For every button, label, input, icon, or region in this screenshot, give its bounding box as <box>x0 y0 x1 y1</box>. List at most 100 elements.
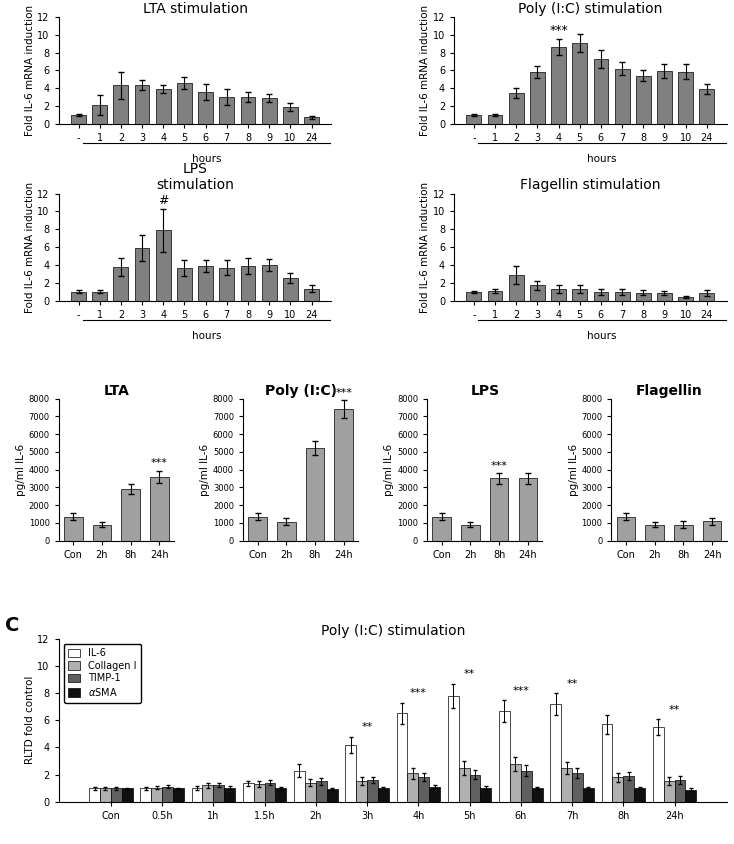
Bar <box>140 788 151 802</box>
Bar <box>429 787 440 802</box>
Bar <box>396 713 407 802</box>
Bar <box>702 521 722 540</box>
Bar <box>134 248 150 300</box>
Title: Poly (I:C): Poly (I:C) <box>264 383 337 398</box>
Bar <box>198 92 213 124</box>
Bar <box>283 279 298 300</box>
Bar <box>678 72 693 124</box>
Y-axis label: Fold IL-6 mRNA induction: Fold IL-6 mRNA induction <box>420 5 430 136</box>
Bar <box>275 788 286 802</box>
Bar <box>686 790 697 802</box>
Bar <box>518 479 537 540</box>
Bar <box>192 788 203 802</box>
Text: ***: *** <box>512 686 529 695</box>
Bar <box>481 787 491 802</box>
Y-axis label: pg/ml IL-6: pg/ml IL-6 <box>200 444 210 495</box>
Bar <box>241 266 255 300</box>
Bar <box>177 83 192 124</box>
Text: C: C <box>5 616 20 635</box>
Bar <box>657 71 672 124</box>
Bar <box>521 771 531 802</box>
Bar <box>614 68 630 124</box>
Title: LTA: LTA <box>103 383 129 398</box>
Bar <box>700 293 714 300</box>
Text: ***: *** <box>549 24 568 37</box>
Bar <box>674 525 693 540</box>
Bar <box>71 115 86 124</box>
Bar <box>304 117 319 124</box>
Bar <box>254 784 264 802</box>
Bar <box>645 525 664 540</box>
Bar <box>224 787 235 802</box>
Y-axis label: pg/ml IL-6: pg/ml IL-6 <box>385 444 394 495</box>
Bar <box>664 782 675 802</box>
Text: hours: hours <box>192 331 221 341</box>
Title: Poly (I:C) stimulation: Poly (I:C) stimulation <box>518 2 663 16</box>
Bar <box>448 695 459 802</box>
Text: **: ** <box>669 705 680 715</box>
Bar <box>572 773 583 802</box>
Bar <box>530 285 545 300</box>
Bar <box>657 293 672 300</box>
Y-axis label: pg/ml IL-6: pg/ml IL-6 <box>16 444 26 495</box>
Y-axis label: pg/ml IL-6: pg/ml IL-6 <box>569 444 578 495</box>
Bar <box>418 777 429 802</box>
Bar <box>316 782 327 802</box>
Bar <box>623 776 634 802</box>
Y-axis label: Fold IL-6 mRNA induction: Fold IL-6 mRNA induction <box>24 181 34 312</box>
Bar <box>378 788 389 802</box>
Bar <box>499 711 510 802</box>
Bar <box>675 780 686 802</box>
Bar <box>64 517 83 540</box>
Bar <box>487 291 503 300</box>
Text: hours: hours <box>587 331 617 341</box>
Bar <box>151 787 162 802</box>
Bar <box>583 788 594 802</box>
Bar <box>198 266 213 300</box>
Bar <box>345 744 356 802</box>
Legend: IL-6, Collagen I, TIMP-1, $\alpha$SMA: IL-6, Collagen I, TIMP-1, $\alpha$SMA <box>64 643 141 702</box>
Bar <box>459 768 470 802</box>
Bar <box>509 274 523 300</box>
Text: ***: *** <box>335 387 352 398</box>
Bar <box>71 292 86 300</box>
Title: LPS
stimulation: LPS stimulation <box>156 162 234 192</box>
Text: **: ** <box>464 669 475 679</box>
Bar <box>634 788 645 802</box>
Bar <box>327 789 338 802</box>
Bar <box>562 768 572 802</box>
Text: **: ** <box>361 722 373 733</box>
Bar <box>92 292 107 300</box>
Y-axis label: Fold IL-6 mRNA induction: Fold IL-6 mRNA induction <box>420 181 430 312</box>
Bar <box>636 76 651 124</box>
Text: ***: *** <box>491 461 508 470</box>
Bar <box>122 788 133 802</box>
Bar <box>111 788 122 802</box>
Bar <box>173 788 184 802</box>
Bar <box>294 771 305 802</box>
Bar <box>530 73 545 124</box>
Bar <box>573 43 587 124</box>
Bar <box>601 724 612 802</box>
Bar <box>334 409 353 540</box>
Text: #: # <box>158 194 169 207</box>
Bar <box>214 785 224 802</box>
Bar <box>490 479 509 540</box>
Bar <box>305 448 324 540</box>
Bar <box>550 704 562 802</box>
Bar <box>612 777 623 802</box>
Bar <box>134 85 150 124</box>
Title: Flagellin stimulation: Flagellin stimulation <box>520 178 661 192</box>
Bar <box>89 788 100 802</box>
Bar <box>466 292 482 300</box>
Bar <box>243 783 254 802</box>
Bar <box>248 517 267 540</box>
Bar <box>121 490 140 540</box>
Text: ***: *** <box>410 689 426 699</box>
Bar <box>150 477 169 540</box>
Bar <box>114 85 128 124</box>
Bar <box>551 289 566 300</box>
Bar <box>92 525 112 540</box>
Bar <box>100 788 111 802</box>
Bar <box>277 522 296 540</box>
